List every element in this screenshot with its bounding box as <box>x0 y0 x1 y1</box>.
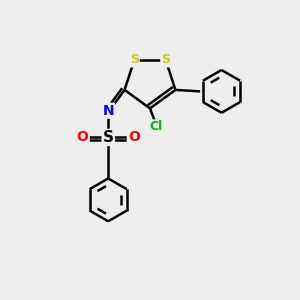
Text: S: S <box>103 130 114 145</box>
Text: N: N <box>102 104 114 118</box>
Text: Cl: Cl <box>149 120 163 133</box>
Text: O: O <box>77 130 88 145</box>
Text: O: O <box>128 130 140 145</box>
Text: S: S <box>130 53 139 67</box>
Text: S: S <box>161 53 170 67</box>
